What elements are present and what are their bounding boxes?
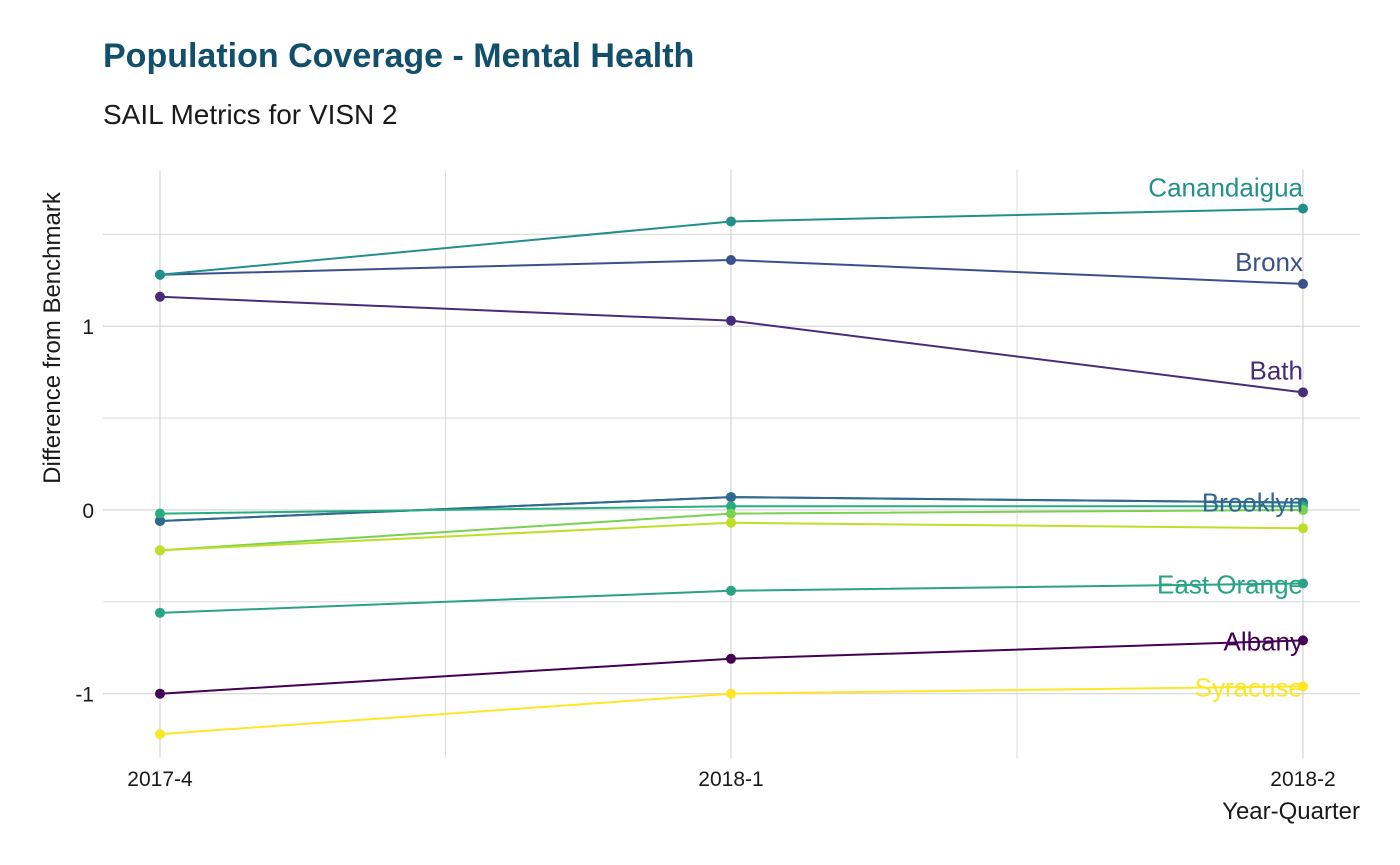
data-point xyxy=(155,688,165,699)
series-albany xyxy=(155,635,1308,699)
chart-subtitle: SAIL Metrics for VISN 2 xyxy=(103,99,398,130)
series-label: Bath xyxy=(1250,355,1304,385)
data-point xyxy=(726,216,736,227)
x-axis-title: Year-Quarter xyxy=(1222,798,1360,825)
series-lines xyxy=(155,203,1308,740)
data-point xyxy=(726,508,736,519)
data-point xyxy=(155,607,165,618)
series-labels: Albany Bath Bronx Brooklyn Canandaigua East O… xyxy=(1148,173,1303,703)
data-point xyxy=(1298,278,1308,289)
series-bath xyxy=(155,291,1308,398)
data-point xyxy=(1298,635,1308,646)
series-label: Brooklyn xyxy=(1202,488,1303,518)
y-axis-title: Difference from Benchmark xyxy=(39,191,66,484)
data-point xyxy=(1298,578,1308,589)
data-point xyxy=(726,492,736,503)
data-point xyxy=(726,653,736,664)
data-point xyxy=(155,291,165,302)
data-point xyxy=(155,545,165,556)
x-tick-label: 2018-2 xyxy=(1270,768,1335,791)
data-point xyxy=(726,688,736,699)
data-point xyxy=(1298,523,1308,534)
axes: 2017-4 2018-1 2018-2 -1 0 1 xyxy=(75,316,1335,791)
data-point xyxy=(726,255,736,266)
data-point xyxy=(1298,504,1308,515)
data-point xyxy=(726,585,736,596)
data-point xyxy=(726,315,736,326)
data-point xyxy=(1298,387,1308,398)
series-label: Bronx xyxy=(1235,247,1303,277)
data-point xyxy=(1298,203,1308,214)
series-unlabeled-6 xyxy=(155,501,1308,519)
data-point xyxy=(155,729,165,740)
data-point xyxy=(155,508,165,519)
data-point xyxy=(726,501,736,512)
y-tick-label: 0 xyxy=(82,500,94,523)
data-point xyxy=(155,269,165,280)
data-point xyxy=(1298,681,1308,692)
data-point xyxy=(155,515,165,526)
series-syracuse xyxy=(155,681,1308,740)
y-tick-label: 1 xyxy=(82,316,94,339)
series-east-orange xyxy=(155,578,1308,618)
x-tick-label: 2017-4 xyxy=(127,768,193,791)
series-label: Albany xyxy=(1224,626,1304,656)
series-canandaigua xyxy=(155,203,1308,280)
series-label: Syracuse xyxy=(1195,672,1303,702)
series-label: East Orange xyxy=(1157,569,1303,599)
x-tick-label: 2018-1 xyxy=(698,768,763,791)
series-label: Canandaigua xyxy=(1148,173,1303,203)
chart-title: Population Coverage - Mental Health xyxy=(103,37,694,75)
series-unlabeled-9 xyxy=(155,517,1308,556)
data-point xyxy=(726,517,736,528)
y-tick-label: -1 xyxy=(75,684,94,707)
